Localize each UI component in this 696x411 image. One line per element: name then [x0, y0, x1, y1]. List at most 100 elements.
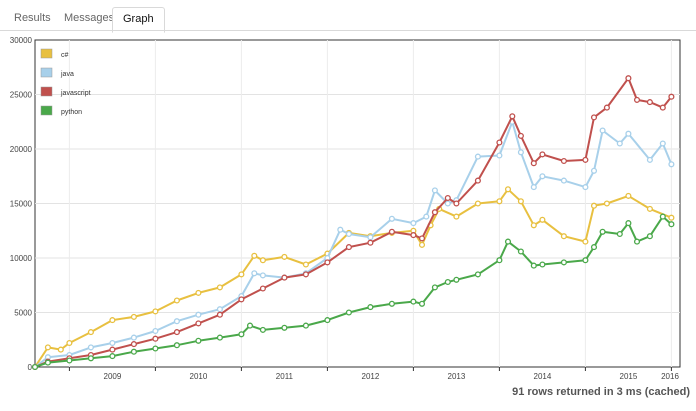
data-point-javascript [560, 157, 567, 165]
data-point-javascript [195, 320, 202, 327]
data-point-java [530, 184, 537, 191]
data-point-javascript [324, 259, 331, 266]
data-point-javascript [509, 113, 516, 120]
data-point-java [539, 173, 546, 180]
data-point-python [539, 261, 546, 268]
legend-label-javascript: javascript [60, 90, 91, 97]
data-point-python [453, 276, 460, 283]
data-point-c# [504, 186, 512, 193]
data-point-javascript [281, 274, 288, 281]
tab-bar: Results Messages Graph [0, 0, 696, 33]
data-point-javascript [633, 96, 641, 103]
data-point-java [337, 226, 344, 233]
data-point-java [410, 220, 417, 227]
data-point-c# [603, 200, 610, 207]
data-point-javascript [367, 239, 374, 246]
data-point-javascript [431, 209, 438, 216]
data-point-c# [453, 213, 460, 220]
data-point-java [444, 200, 451, 207]
data-point-javascript [302, 271, 309, 278]
data-point-python [668, 221, 675, 228]
data-point-python [345, 309, 352, 316]
series-line-javascript [34, 77, 673, 368]
data-point-python [238, 331, 245, 338]
data-point-javascript [603, 104, 610, 111]
legend-swatch-java [40, 67, 53, 78]
tab-graph[interactable]: Graph [112, 7, 165, 33]
data-point-c# [302, 261, 309, 268]
series-line-java [34, 120, 673, 368]
data-point-python [66, 357, 73, 364]
data-point-java [109, 339, 116, 347]
y-tick-label: 30000 [10, 36, 33, 45]
data-point-python [590, 244, 598, 251]
data-point-c# [57, 346, 64, 353]
data-point-c# [87, 329, 94, 336]
data-point-python [109, 353, 116, 360]
data-point-python [530, 262, 537, 269]
data-point-java [251, 270, 258, 277]
data-point-java [431, 187, 438, 194]
data-point-c# [530, 222, 537, 229]
data-point-python [388, 300, 395, 307]
data-point-javascript [530, 160, 537, 167]
data-point-c# [418, 241, 426, 248]
data-point-python [517, 248, 524, 255]
data-point-python [31, 363, 39, 371]
data-point-python [173, 342, 180, 349]
data-point-python [259, 326, 266, 333]
data-point-python [195, 337, 202, 344]
data-point-javascript [453, 200, 460, 207]
tab-divider [0, 30, 696, 31]
data-point-javascript [410, 232, 417, 239]
data-point-c# [474, 200, 481, 207]
data-point-python [367, 304, 374, 311]
data-point-c# [251, 252, 258, 259]
y-tick-label: 20000 [10, 145, 33, 154]
status-text: 91 rows returned in 3 ms (cached) [512, 386, 690, 398]
data-point-python [659, 213, 666, 220]
data-point-javascript [496, 139, 503, 146]
data-point-javascript [444, 194, 451, 202]
y-tick-label: 0 [28, 363, 33, 372]
data-point-java [423, 213, 430, 220]
tab-results[interactable]: Results [14, 12, 51, 24]
data-point-c# [668, 214, 675, 221]
data-point-javascript [625, 75, 632, 82]
data-point-python [431, 284, 438, 291]
data-point-java [616, 140, 623, 147]
tab-messages[interactable]: Messages [64, 12, 115, 24]
data-point-javascript [345, 244, 352, 251]
data-point-java [517, 149, 524, 156]
data-point-java [216, 306, 223, 313]
data-point-java [582, 184, 589, 191]
series-line-python [34, 215, 673, 368]
legend-swatch-c# [40, 48, 53, 59]
data-point-java [388, 215, 395, 222]
x-tick-label: 2011 [276, 372, 294, 381]
data-point-python [625, 220, 632, 227]
line-chart: 0 5000 10000 15000 20000 25000 30000 2009 2010 20… [10, 36, 681, 381]
data-point-python [410, 298, 417, 305]
data-point-python [302, 322, 309, 329]
data-point-javascript [109, 346, 116, 353]
data-point-javascript [517, 132, 524, 139]
data-point-python [496, 257, 503, 264]
data-point-javascript [418, 235, 426, 242]
data-point-javascript [152, 335, 159, 342]
x-tick-label: 2012 [362, 372, 380, 381]
y-tick-label: 25000 [10, 91, 33, 100]
data-point-java [152, 327, 159, 335]
data-point-c# [109, 317, 116, 324]
data-point-c# [130, 313, 137, 320]
data-point-java [130, 334, 137, 341]
data-point-java [259, 272, 266, 279]
x-tick-label: 2015 [620, 372, 638, 381]
data-point-c# [582, 238, 589, 245]
data-point-javascript [474, 177, 481, 184]
data-point-python [616, 230, 623, 238]
data-point-java [659, 140, 666, 147]
x-tick-label: 2016 [661, 372, 679, 381]
data-point-javascript [216, 311, 223, 318]
data-point-java [474, 153, 481, 160]
